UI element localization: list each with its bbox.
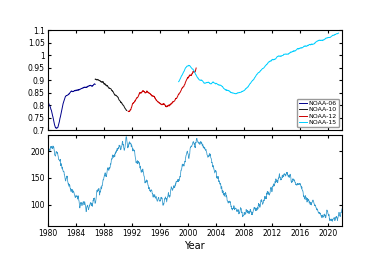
NOAA-06	[73, 89, 78, 92]
NOAA-06	[88, 84, 93, 87]
NOAA-12	[176, 94, 180, 98]
Line: NOAA-06: NOAA-06	[44, 84, 95, 128]
NOAA-06	[42, 98, 46, 101]
NOAA-10	[125, 109, 129, 112]
X-axis label: Year: Year	[184, 241, 205, 251]
NOAA-15	[176, 80, 181, 83]
NOAA-10	[99, 80, 103, 83]
NOAA-12	[126, 109, 130, 113]
NOAA-06	[42, 98, 46, 101]
Line: NOAA-15: NOAA-15	[179, 33, 339, 94]
NOAA-06	[92, 82, 97, 85]
NOAA-06	[72, 89, 77, 92]
NOAA-15	[245, 86, 249, 89]
NOAA-15	[315, 40, 319, 43]
NOAA-12	[194, 67, 198, 70]
NOAA-12	[175, 95, 180, 98]
NOAA-12	[169, 102, 173, 105]
NOAA-10	[95, 78, 100, 81]
NOAA-06	[72, 89, 77, 92]
Line: NOAA-10: NOAA-10	[95, 79, 127, 110]
NOAA-10	[123, 107, 128, 110]
NOAA-12	[134, 97, 139, 100]
NOAA-15	[234, 92, 238, 95]
NOAA-15	[290, 50, 295, 53]
NOAA-10	[101, 82, 106, 85]
NOAA-06	[93, 83, 97, 86]
NOAA-12	[127, 110, 131, 113]
NOAA-10	[93, 78, 97, 81]
NOAA-12	[153, 97, 158, 100]
Line: NOAA-12: NOAA-12	[128, 68, 196, 112]
Legend: NOAA-06, NOAA-10, NOAA-12, NOAA-15: NOAA-06, NOAA-10, NOAA-12, NOAA-15	[297, 99, 339, 127]
NOAA-06	[54, 127, 59, 130]
NOAA-15	[218, 84, 223, 87]
NOAA-12	[148, 93, 153, 96]
NOAA-10	[124, 109, 129, 112]
NOAA-06	[85, 86, 90, 89]
NOAA-15	[297, 47, 301, 50]
NOAA-10	[94, 78, 99, 81]
NOAA-10	[93, 77, 98, 81]
NOAA-10	[122, 105, 127, 108]
NOAA-15	[336, 31, 341, 35]
NOAA-15	[194, 73, 198, 76]
